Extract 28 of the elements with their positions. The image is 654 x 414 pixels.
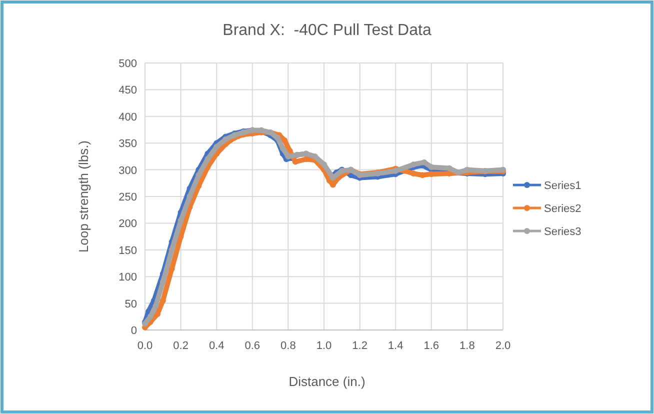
- x-tick-label: 0.0: [137, 340, 153, 352]
- y-tick-label: 250: [118, 192, 137, 204]
- legend-label: Series1: [544, 180, 582, 192]
- chart-title: Brand X: -40C Pull Test Data: [222, 22, 432, 39]
- y-tick-label: 200: [118, 218, 137, 230]
- y-tick-label: 450: [118, 84, 137, 97]
- y-axis-title: Loop strength (lbs.): [76, 140, 91, 253]
- x-tick-label: 1.0: [316, 340, 332, 352]
- y-tick-label: 50: [124, 298, 137, 310]
- x-tick-label: 1.2: [352, 340, 368, 352]
- y-tick-label: 0: [130, 325, 137, 337]
- x-tick-label: 1.8: [460, 340, 475, 352]
- x-tick-label: 0.2: [173, 340, 188, 352]
- y-tick-label: 100: [118, 272, 137, 284]
- legend-label: Series3: [544, 226, 582, 238]
- x-axis-title: Distance (in.): [288, 374, 366, 389]
- x-tick-label: 0.8: [280, 340, 296, 352]
- y-tick-label: 300: [118, 164, 137, 177]
- x-tick-label: 1.6: [424, 340, 440, 352]
- y-tick-label: 350: [118, 138, 137, 150]
- x-tick-label: 2.0: [495, 340, 511, 352]
- y-tick-label: 500: [118, 58, 137, 70]
- x-tick-label: 0.4: [208, 340, 224, 352]
- x-tick-label: 1.4: [388, 340, 404, 352]
- y-tick-label: 400: [118, 111, 137, 124]
- legend-label: Series2: [544, 203, 582, 215]
- x-tick-label: 0.6: [244, 340, 260, 352]
- y-tick-label: 150: [118, 244, 137, 257]
